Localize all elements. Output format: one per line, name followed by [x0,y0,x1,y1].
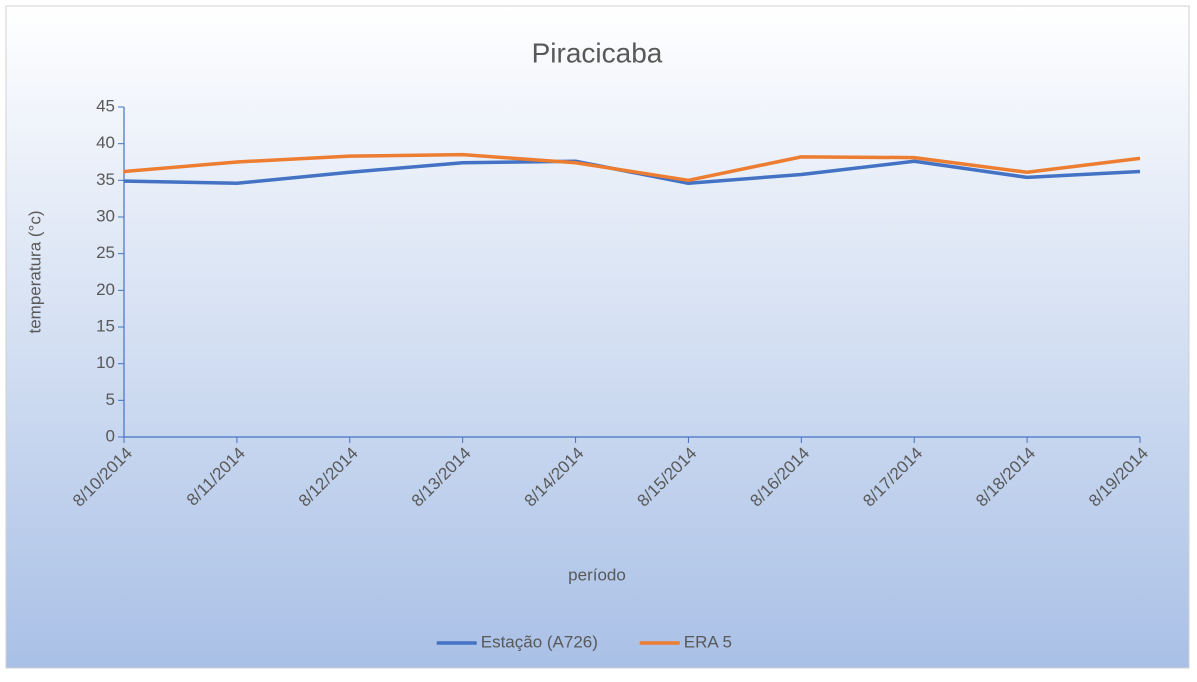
y-tick-label: 35 [96,170,115,189]
y-tick-label: 10 [96,353,115,372]
y-tick-label: 40 [96,133,115,152]
legend-label: ERA 5 [684,632,732,651]
y-tick-label: 25 [96,243,115,262]
y-tick-label: 20 [96,280,115,299]
y-tick-label: 30 [96,206,115,225]
x-axis-label: período [568,565,626,584]
legend: Estação (A726) ERA 5 [436,632,732,651]
y-tick-label: 5 [106,390,115,409]
series-line [123,152,1141,183]
chart-background [5,5,1190,669]
y-tick-label: 45 [96,96,115,115]
y-axis-label: temperatura (°c) [25,210,44,333]
legend-label: Estação (A726) [481,632,598,651]
chart-title: Piracicaba [532,37,663,68]
y-tick-label: 15 [96,316,115,335]
y-tick-label: 0 [106,426,115,445]
